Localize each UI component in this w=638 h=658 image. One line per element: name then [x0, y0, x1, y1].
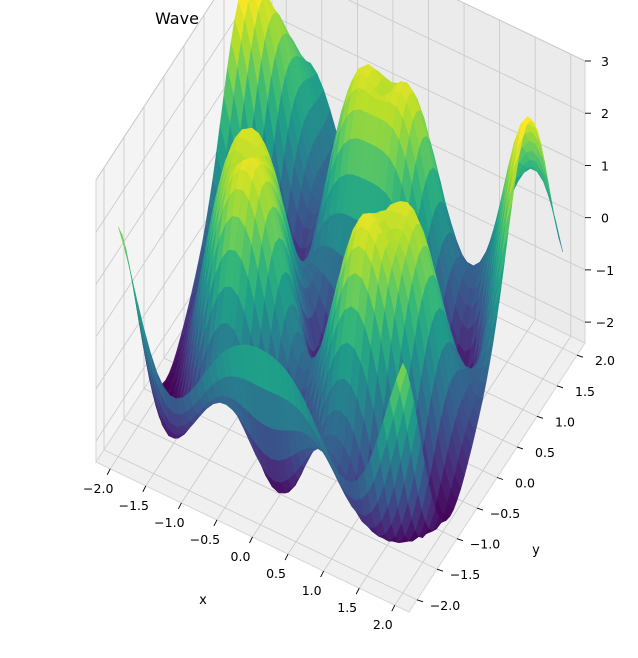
y-tick-label: 2.0 — [595, 353, 615, 368]
y-tick-label: 1.5 — [575, 384, 595, 399]
z-tick-label: 1 — [601, 158, 609, 173]
x-tick-mark — [142, 485, 147, 493]
x-tick-label: −2.0 — [83, 481, 113, 496]
y-gridline — [123, 137, 438, 570]
x-tick-label: −1.5 — [119, 498, 149, 513]
y-tick-mark — [536, 415, 544, 419]
y-gridline — [103, 167, 418, 601]
y-tick-mark — [416, 599, 424, 603]
x-axis-label: x — [199, 593, 207, 608]
z-tick-label: 2 — [601, 106, 609, 121]
x-gridline — [394, 54, 572, 606]
x-tick-mark — [213, 519, 218, 527]
z-tick-label: 3 — [601, 54, 609, 69]
x-tick-label: −0.5 — [190, 532, 220, 547]
y-tick-mark — [436, 568, 444, 572]
x-tick-mark — [391, 604, 396, 612]
z-tick-label: 0 — [601, 211, 609, 226]
x-tick-mark — [106, 468, 111, 476]
y-tick-label: −2.0 — [430, 598, 460, 613]
y-tick-mark — [576, 354, 584, 358]
surface-patch — [396, 362, 407, 393]
y-tick-label: −0.5 — [490, 506, 520, 521]
x-tick-mark — [249, 536, 253, 544]
z-tick-label: −2 — [596, 315, 614, 330]
y-tick-label: 0.5 — [535, 445, 555, 460]
y-axis-label: y — [532, 543, 540, 558]
x-tick-label: 1.0 — [302, 583, 322, 598]
y-tick-label: −1.5 — [450, 567, 480, 582]
y-tick-mark — [556, 385, 564, 389]
x-tick-mark — [320, 570, 325, 578]
y-tick-label: −1.0 — [470, 537, 500, 552]
x-tick-label: 1.5 — [337, 600, 357, 615]
y-tick-mark — [476, 507, 484, 511]
z-gridline — [95, 0, 586, 181]
y-tick-label: 0.0 — [515, 476, 535, 491]
x-tick-mark — [177, 502, 182, 510]
z-tick-label: −1 — [596, 263, 614, 278]
x-tick-label: 2.0 — [373, 617, 393, 632]
x-tick-mark — [355, 587, 360, 595]
x-tick-mark — [284, 553, 289, 561]
axis-ticks: −2.0−1.5−1.0−0.50.00.51.01.52.0−2.0−1.5−… — [83, 54, 615, 632]
y-tick-mark — [496, 477, 504, 480]
x-tick-label: 0.5 — [266, 566, 286, 581]
y-tick-label: 1.0 — [555, 414, 575, 429]
surface-plot — [118, 0, 563, 543]
x-tick-label: −1.0 — [154, 515, 184, 530]
z-gridline — [95, 0, 586, 233]
y-tick-mark — [456, 538, 464, 542]
x-tick-label: 0.0 — [231, 549, 251, 564]
y-tick-mark — [516, 446, 524, 450]
